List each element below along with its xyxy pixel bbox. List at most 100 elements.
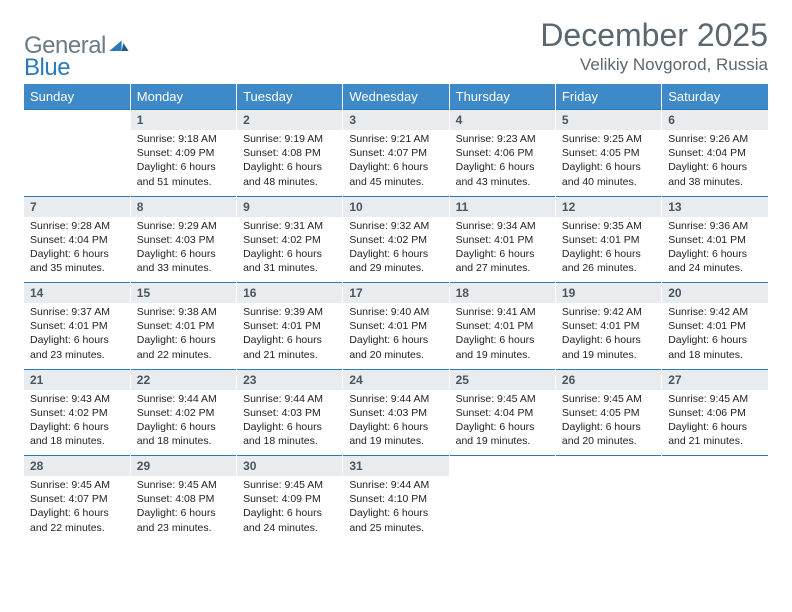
- day-cell: Sunrise: 9:35 AMSunset: 4:01 PMDaylight:…: [555, 217, 661, 283]
- day-number: 7: [24, 196, 130, 217]
- sunset-text: Sunset: 4:05 PM: [562, 146, 655, 160]
- day-number: 1: [130, 110, 236, 131]
- day-number: 21: [24, 369, 130, 390]
- day-number: 29: [130, 456, 236, 477]
- day-cell: Sunrise: 9:21 AMSunset: 4:07 PMDaylight:…: [343, 130, 449, 196]
- day-cell: Sunrise: 9:44 AMSunset: 4:02 PMDaylight:…: [130, 390, 236, 456]
- daylight-text-1: Daylight: 6 hours: [456, 420, 549, 434]
- daynum-row: 123456: [24, 110, 768, 131]
- day-cell: Sunrise: 9:45 AMSunset: 4:06 PMDaylight:…: [662, 390, 768, 456]
- daylight-text-1: Daylight: 6 hours: [30, 420, 124, 434]
- day-number: 26: [555, 369, 661, 390]
- daylight-text-1: Daylight: 6 hours: [137, 160, 230, 174]
- sunrise-text: Sunrise: 9:42 AM: [562, 305, 655, 319]
- day-content-row: Sunrise: 9:28 AMSunset: 4:04 PMDaylight:…: [24, 217, 768, 283]
- sunrise-text: Sunrise: 9:45 AM: [562, 392, 655, 406]
- day-number: 19: [555, 283, 661, 304]
- daylight-text-1: Daylight: 6 hours: [349, 247, 442, 261]
- day-content-row: Sunrise: 9:45 AMSunset: 4:07 PMDaylight:…: [24, 476, 768, 542]
- sunrise-text: Sunrise: 9:35 AM: [562, 219, 655, 233]
- sunset-text: Sunset: 4:03 PM: [349, 406, 442, 420]
- day-number: 30: [237, 456, 343, 477]
- daylight-text-2: and 18 minutes.: [30, 434, 124, 448]
- daylight-text-2: and 40 minutes.: [562, 175, 655, 189]
- sunset-text: Sunset: 4:01 PM: [456, 233, 549, 247]
- sunrise-text: Sunrise: 9:38 AM: [137, 305, 230, 319]
- daylight-text-2: and 19 minutes.: [349, 434, 442, 448]
- sunset-text: Sunset: 4:09 PM: [137, 146, 230, 160]
- day-number: 13: [662, 196, 768, 217]
- sunset-text: Sunset: 4:01 PM: [562, 233, 655, 247]
- daylight-text-1: Daylight: 6 hours: [456, 333, 549, 347]
- sunset-text: Sunset: 4:01 PM: [668, 319, 762, 333]
- daylight-text-1: Daylight: 6 hours: [562, 160, 655, 174]
- daylight-text-1: Daylight: 6 hours: [243, 247, 336, 261]
- sunrise-text: Sunrise: 9:45 AM: [456, 392, 549, 406]
- daylight-text-2: and 43 minutes.: [456, 175, 549, 189]
- sunrise-text: Sunrise: 9:31 AM: [243, 219, 336, 233]
- daynum-row: 28293031: [24, 456, 768, 477]
- daylight-text-2: and 19 minutes.: [562, 348, 655, 362]
- day-cell: Sunrise: 9:38 AMSunset: 4:01 PMDaylight:…: [130, 303, 236, 369]
- daylight-text-1: Daylight: 6 hours: [562, 333, 655, 347]
- daylight-text-2: and 18 minutes.: [137, 434, 230, 448]
- month-title: December 2025: [540, 18, 768, 53]
- sunrise-text: Sunrise: 9:34 AM: [456, 219, 549, 233]
- sunset-text: Sunset: 4:01 PM: [30, 319, 124, 333]
- sunset-text: Sunset: 4:04 PM: [456, 406, 549, 420]
- sunset-text: Sunset: 4:02 PM: [30, 406, 124, 420]
- day-number: 24: [343, 369, 449, 390]
- day-number: [24, 110, 130, 131]
- day-number: 3: [343, 110, 449, 131]
- daylight-text-1: Daylight: 6 hours: [349, 506, 442, 520]
- sunrise-text: Sunrise: 9:45 AM: [137, 478, 230, 492]
- day-number: 4: [449, 110, 555, 131]
- sunset-text: Sunset: 4:02 PM: [137, 406, 230, 420]
- daylight-text-2: and 24 minutes.: [668, 261, 762, 275]
- sunset-text: Sunset: 4:01 PM: [668, 233, 762, 247]
- daylight-text-2: and 38 minutes.: [668, 175, 762, 189]
- daynum-row: 21222324252627: [24, 369, 768, 390]
- sunset-text: Sunset: 4:10 PM: [349, 492, 442, 506]
- sunrise-text: Sunrise: 9:40 AM: [349, 305, 442, 319]
- daylight-text-1: Daylight: 6 hours: [456, 160, 549, 174]
- weekday-header: Saturday: [662, 84, 768, 110]
- day-number: 20: [662, 283, 768, 304]
- daylight-text-1: Daylight: 6 hours: [243, 333, 336, 347]
- day-cell: Sunrise: 9:42 AMSunset: 4:01 PMDaylight:…: [555, 303, 661, 369]
- sunrise-text: Sunrise: 9:45 AM: [668, 392, 762, 406]
- daylight-text-2: and 45 minutes.: [349, 175, 442, 189]
- location-label: Velikiy Novgorod, Russia: [540, 55, 768, 75]
- day-number: [449, 456, 555, 477]
- sunset-text: Sunset: 4:01 PM: [137, 319, 230, 333]
- sunset-text: Sunset: 4:09 PM: [243, 492, 336, 506]
- sunrise-text: Sunrise: 9:18 AM: [137, 132, 230, 146]
- daylight-text-2: and 27 minutes.: [456, 261, 549, 275]
- sunrise-text: Sunrise: 9:45 AM: [30, 478, 124, 492]
- sunset-text: Sunset: 4:06 PM: [456, 146, 549, 160]
- logo-mark-icon: [109, 37, 129, 56]
- daylight-text-1: Daylight: 6 hours: [137, 420, 230, 434]
- day-cell: Sunrise: 9:34 AMSunset: 4:01 PMDaylight:…: [449, 217, 555, 283]
- day-cell: Sunrise: 9:25 AMSunset: 4:05 PMDaylight:…: [555, 130, 661, 196]
- sunrise-text: Sunrise: 9:42 AM: [668, 305, 762, 319]
- day-number: 17: [343, 283, 449, 304]
- day-cell: Sunrise: 9:45 AMSunset: 4:08 PMDaylight:…: [130, 476, 236, 542]
- daylight-text-2: and 33 minutes.: [137, 261, 230, 275]
- daylight-text-2: and 19 minutes.: [456, 434, 549, 448]
- daylight-text-2: and 23 minutes.: [30, 348, 124, 362]
- sunset-text: Sunset: 4:01 PM: [456, 319, 549, 333]
- weekday-header: Monday: [130, 84, 236, 110]
- day-cell: Sunrise: 9:44 AMSunset: 4:10 PMDaylight:…: [343, 476, 449, 542]
- daylight-text-1: Daylight: 6 hours: [668, 420, 762, 434]
- daylight-text-1: Daylight: 6 hours: [349, 160, 442, 174]
- day-cell: Sunrise: 9:39 AMSunset: 4:01 PMDaylight:…: [237, 303, 343, 369]
- daylight-text-2: and 22 minutes.: [30, 521, 124, 535]
- daylight-text-2: and 26 minutes.: [562, 261, 655, 275]
- day-cell: Sunrise: 9:42 AMSunset: 4:01 PMDaylight:…: [662, 303, 768, 369]
- day-number: 23: [237, 369, 343, 390]
- day-cell: Sunrise: 9:32 AMSunset: 4:02 PMDaylight:…: [343, 217, 449, 283]
- day-number: 8: [130, 196, 236, 217]
- day-number: 5: [555, 110, 661, 131]
- daylight-text-1: Daylight: 6 hours: [349, 420, 442, 434]
